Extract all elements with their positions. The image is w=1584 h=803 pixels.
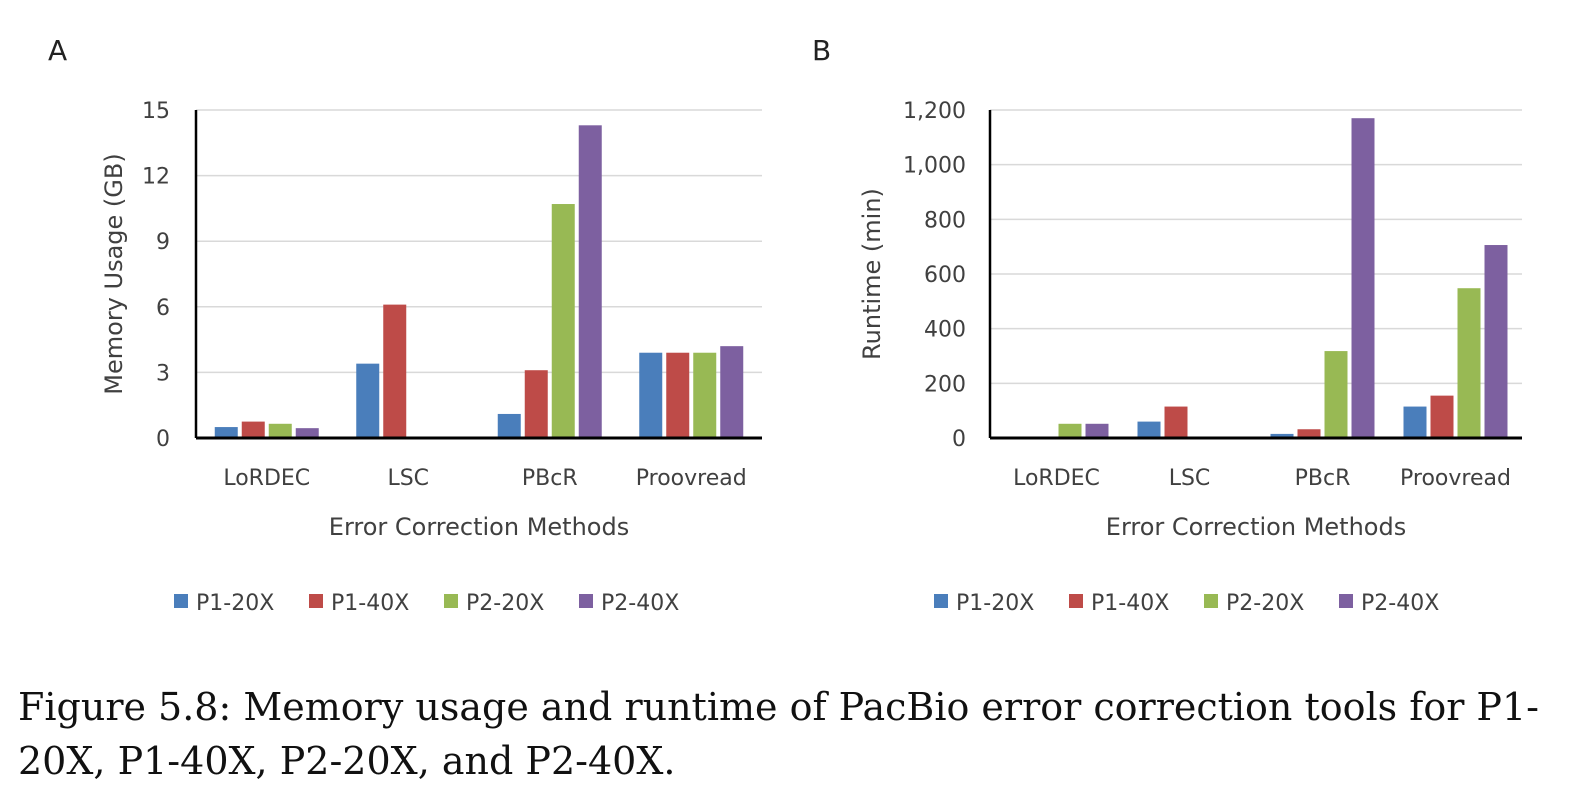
bar-p1-20x xyxy=(1137,421,1161,438)
bar-p2-20x xyxy=(268,423,292,438)
legend-label: P1-40X xyxy=(331,591,409,616)
panel-letter: A xyxy=(48,34,67,67)
x-tick-label: LoRDEC xyxy=(1013,466,1100,491)
bar-p1-20x xyxy=(214,427,238,438)
legend-swatch xyxy=(309,594,323,608)
bar-p2-40x xyxy=(720,346,744,438)
legend: P1-20X P1-40X P2-20X P2-40X xyxy=(934,591,1439,616)
legend: P1-20X P1-40X P2-20X P2-40X xyxy=(174,591,679,616)
x-tick-label: LoRDEC xyxy=(223,466,310,491)
y-tick-label: 1,000 xyxy=(903,154,966,179)
bar-p1-20x xyxy=(1270,433,1294,438)
bar-p2-40x xyxy=(295,428,319,438)
chart-runtime: B 0 200 400 600 800 1,000 1,200 LoRDEC LSC PBcR Pro… xyxy=(812,34,1522,616)
bar-p2-20x xyxy=(693,352,717,438)
y-tick-label: 400 xyxy=(924,318,966,343)
legend-swatch xyxy=(1069,594,1083,608)
bar-p2-40x xyxy=(578,125,602,438)
bar-p1-20x xyxy=(356,363,380,438)
y-tick-label: 600 xyxy=(924,263,966,288)
y-tick-label: 0 xyxy=(156,427,170,452)
y-tick-label: 0 xyxy=(952,427,966,452)
bar-p2-40x xyxy=(1484,245,1508,438)
legend-label: P2-40X xyxy=(601,591,679,616)
y-axis-title: Memory Usage (GB) xyxy=(100,153,128,394)
bar-p2-20x xyxy=(1324,351,1348,438)
legend-swatch xyxy=(579,594,593,608)
legend-swatch xyxy=(1204,594,1218,608)
bar-p2-20x xyxy=(1457,288,1481,438)
bar-p2-40x xyxy=(1085,423,1109,438)
y-tick-label: 15 xyxy=(142,99,170,124)
x-axis-title: Error Correction Methods xyxy=(329,513,629,541)
x-tick-label: PBcR xyxy=(1295,466,1351,491)
bar-p1-20x xyxy=(497,413,521,438)
panel-letter: B xyxy=(812,34,831,67)
bar-p1-40x xyxy=(1430,395,1454,438)
y-tick-label: 6 xyxy=(156,296,170,321)
bar-p1-20x xyxy=(1403,406,1427,438)
x-axis-title: Error Correction Methods xyxy=(1106,513,1406,541)
y-tick-label: 3 xyxy=(156,361,170,386)
bar-p1-40x xyxy=(666,352,690,438)
legend-label: P1-40X xyxy=(1091,591,1169,616)
x-tick-label: PBcR xyxy=(522,466,578,491)
x-tick-label: Proovread xyxy=(636,466,747,491)
bar-p2-40x xyxy=(1351,118,1375,438)
y-tick-label: 9 xyxy=(156,230,170,255)
y-tick-label: 800 xyxy=(924,208,966,233)
y-tick-label: 1,200 xyxy=(903,99,966,124)
y-axis-title: Runtime (min) xyxy=(858,188,886,360)
legend-swatch xyxy=(1339,594,1353,608)
bar-p1-40x xyxy=(1164,406,1188,438)
figure-caption: Figure 5.8: Memory usage and runtime of … xyxy=(18,685,1540,783)
legend-label: P1-20X xyxy=(196,591,274,616)
legend-label: P2-20X xyxy=(466,591,544,616)
legend-label: P2-40X xyxy=(1361,591,1439,616)
x-tick-label: LSC xyxy=(1169,466,1211,491)
legend-swatch xyxy=(444,594,458,608)
bar-p1-40x xyxy=(1297,429,1321,438)
bar-p2-20x xyxy=(551,204,575,438)
legend-label: P2-20X xyxy=(1226,591,1304,616)
x-tick-label: Proovread xyxy=(1400,466,1511,491)
bar-p1-40x xyxy=(524,370,548,438)
y-tick-label: 12 xyxy=(142,165,170,190)
bar-p1-40x xyxy=(241,421,265,438)
legend-label: P1-20X xyxy=(956,591,1034,616)
bar-p2-20x xyxy=(1058,423,1082,438)
legend-swatch xyxy=(174,594,188,608)
y-tick-label: 200 xyxy=(924,372,966,397)
chart-memory-usage: A 0 3 6 9 12 15 LoRDEC LSC PBcR Proovread Error Cor… xyxy=(48,34,762,616)
bar-p1-20x xyxy=(639,352,663,438)
bar-p1-40x xyxy=(383,304,407,438)
x-tick-label: LSC xyxy=(387,466,429,491)
legend-swatch xyxy=(934,594,948,608)
